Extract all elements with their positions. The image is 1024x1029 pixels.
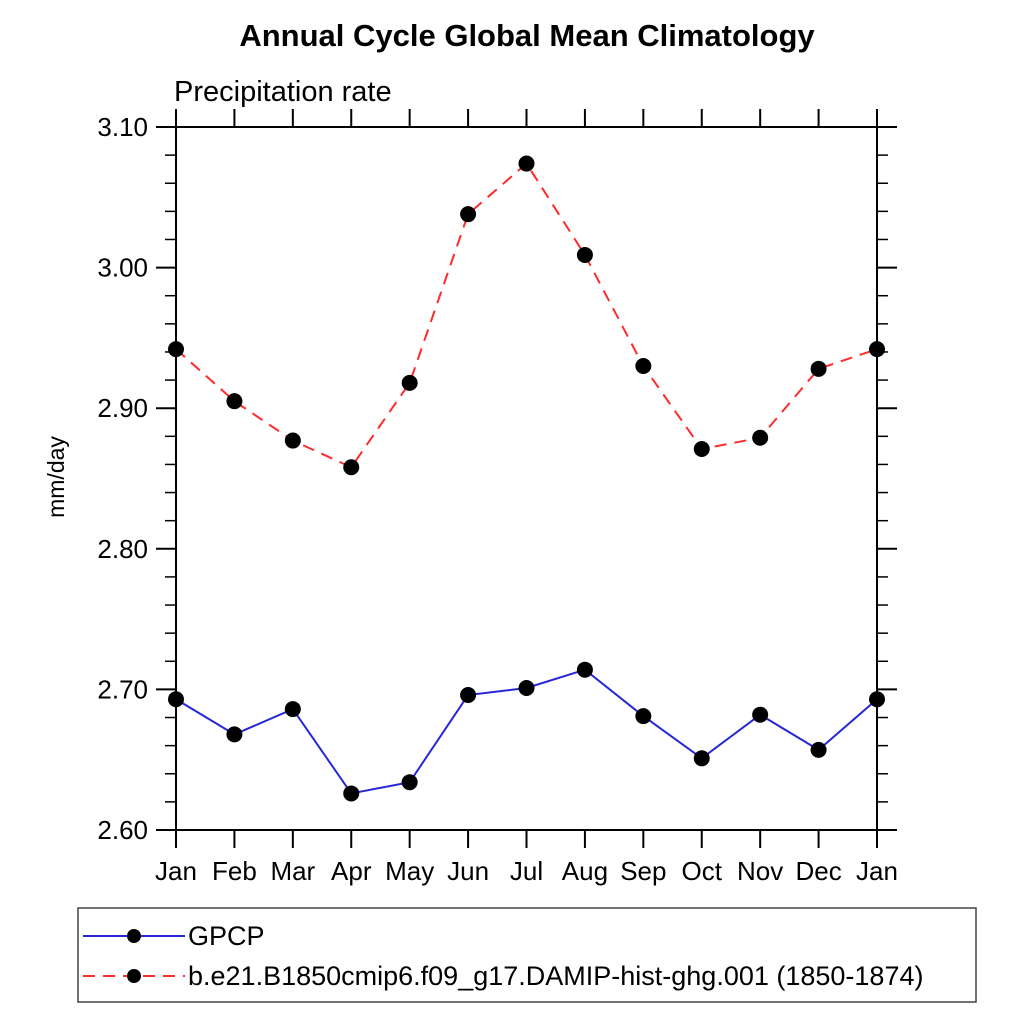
- x-tick-label: Jan: [155, 856, 197, 886]
- series-layer: [168, 155, 885, 802]
- chart-subtitle: Precipitation rate: [174, 76, 392, 108]
- data-point: [226, 393, 243, 410]
- data-point: [869, 341, 885, 358]
- y-tick-label: 3.00: [97, 253, 148, 283]
- data-point: [869, 691, 885, 708]
- data-point: [168, 341, 184, 358]
- y-tick-label: 3.10: [97, 112, 148, 142]
- data-point: [284, 432, 301, 449]
- chart-title: Annual Cycle Global Mean Climatology: [239, 18, 815, 53]
- data-point: [810, 741, 827, 758]
- data-point: [752, 706, 769, 723]
- data-point: [635, 708, 652, 725]
- x-tick-label: Nov: [737, 856, 783, 886]
- x-tick-label: Jul: [510, 856, 543, 886]
- data-point: [401, 774, 418, 791]
- plot-frame: [175, 126, 878, 831]
- data-point: [693, 750, 710, 767]
- data-point: [576, 246, 593, 263]
- x-tick-label: Mar: [270, 856, 315, 886]
- data-point: [518, 155, 535, 172]
- data-point: [168, 691, 184, 708]
- y-tick-label: 2.70: [97, 674, 148, 704]
- data-point: [752, 429, 769, 446]
- axis-ticks: [156, 109, 897, 848]
- y-axis-label: mm/day: [43, 436, 69, 518]
- x-tick-label: Aug: [562, 856, 608, 886]
- y-tick-label: 2.60: [97, 815, 148, 845]
- data-point: [343, 459, 360, 476]
- x-tick-label: Jan: [856, 856, 898, 886]
- series-line-1: [175, 162, 878, 469]
- data-point: [460, 206, 477, 223]
- legend-marker-icon: [127, 969, 141, 983]
- x-tick-label: Feb: [212, 856, 257, 886]
- legend-label-model: b.e21.B1850cmip6.f09_g17.DAMIP-hist-ghg.…: [188, 961, 923, 991]
- data-point: [401, 374, 418, 391]
- legend-entry-gpcp: GPCP: [83, 921, 265, 951]
- legend-box: [77, 907, 977, 1003]
- legend-entry-model: b.e21.B1850cmip6.f09_g17.DAMIP-hist-ghg.…: [83, 961, 923, 991]
- x-tick-label: Oct: [682, 856, 723, 886]
- data-point: [576, 661, 593, 678]
- data-point: [693, 440, 710, 457]
- data-point: [284, 701, 301, 718]
- data-point: [518, 679, 535, 696]
- x-tick-label: Dec: [795, 856, 841, 886]
- data-point: [810, 360, 827, 377]
- x-tick-label: Apr: [331, 856, 372, 886]
- axis-tick-labels: 2.60 2.70 2.80 2.90 3.00 3.10 Jan Feb Mar Apr May J…: [97, 112, 898, 886]
- data-point: [343, 785, 360, 802]
- data-point: [635, 358, 652, 375]
- data-point: [226, 726, 243, 743]
- data-point: [460, 687, 477, 704]
- x-tick-label: Sep: [620, 856, 666, 886]
- y-tick-label: 2.90: [97, 393, 148, 423]
- y-tick-label: 2.80: [97, 534, 148, 564]
- x-tick-label: May: [385, 856, 434, 886]
- legend: GPCP b.e21.B1850cmip6.f09_g17.DAMIP-hist…: [77, 907, 977, 1003]
- legend-label-gpcp: GPCP: [188, 921, 265, 951]
- legend-marker-icon: [127, 929, 141, 943]
- x-tick-label: Jun: [447, 856, 489, 886]
